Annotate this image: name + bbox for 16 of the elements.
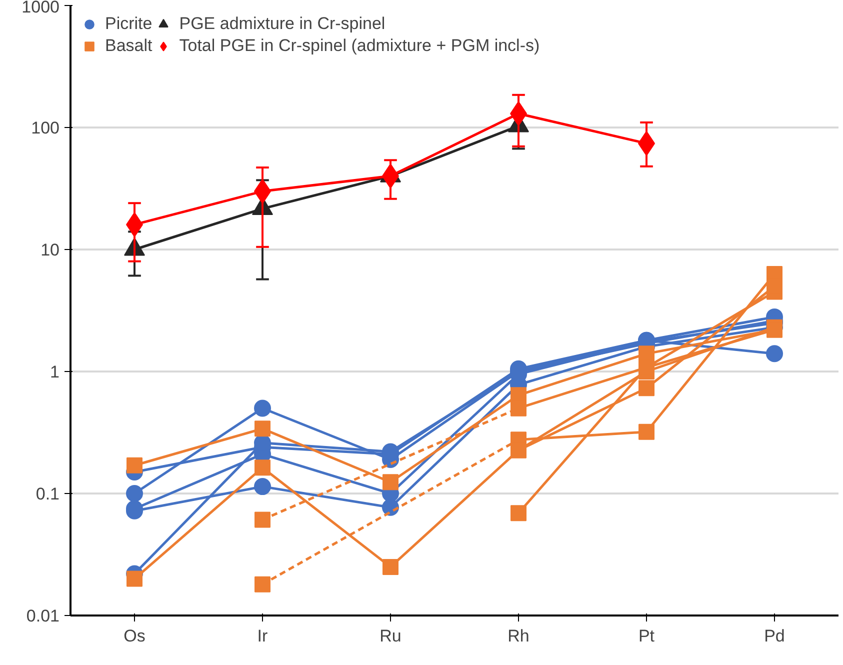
y-tick-label: 1 <box>50 362 60 382</box>
y-tick-label: 100 <box>31 118 60 138</box>
x-tick-label: Rh <box>508 626 530 646</box>
legend-label: PGE admixture in Cr-spinel <box>179 14 386 34</box>
x-tick-label: Pd <box>764 626 785 646</box>
y-tick-label: 0.1 <box>36 484 60 504</box>
x-tick-label: Pt <box>638 626 655 646</box>
legend-label: Picrite <box>105 14 152 34</box>
legend-label: Total PGE in Cr-spinel (admixture + PGM incl-s) <box>179 36 540 56</box>
legend-label: Basalt <box>105 36 152 56</box>
y-tick-label: 1000 <box>22 0 60 16</box>
x-tick-label: Os <box>124 626 146 646</box>
y-tick-label: 0.01 <box>26 606 60 626</box>
x-tick-label: Ru <box>380 626 402 646</box>
x-tick-label: Ir <box>257 626 268 646</box>
y-tick-label: 10 <box>40 240 60 260</box>
